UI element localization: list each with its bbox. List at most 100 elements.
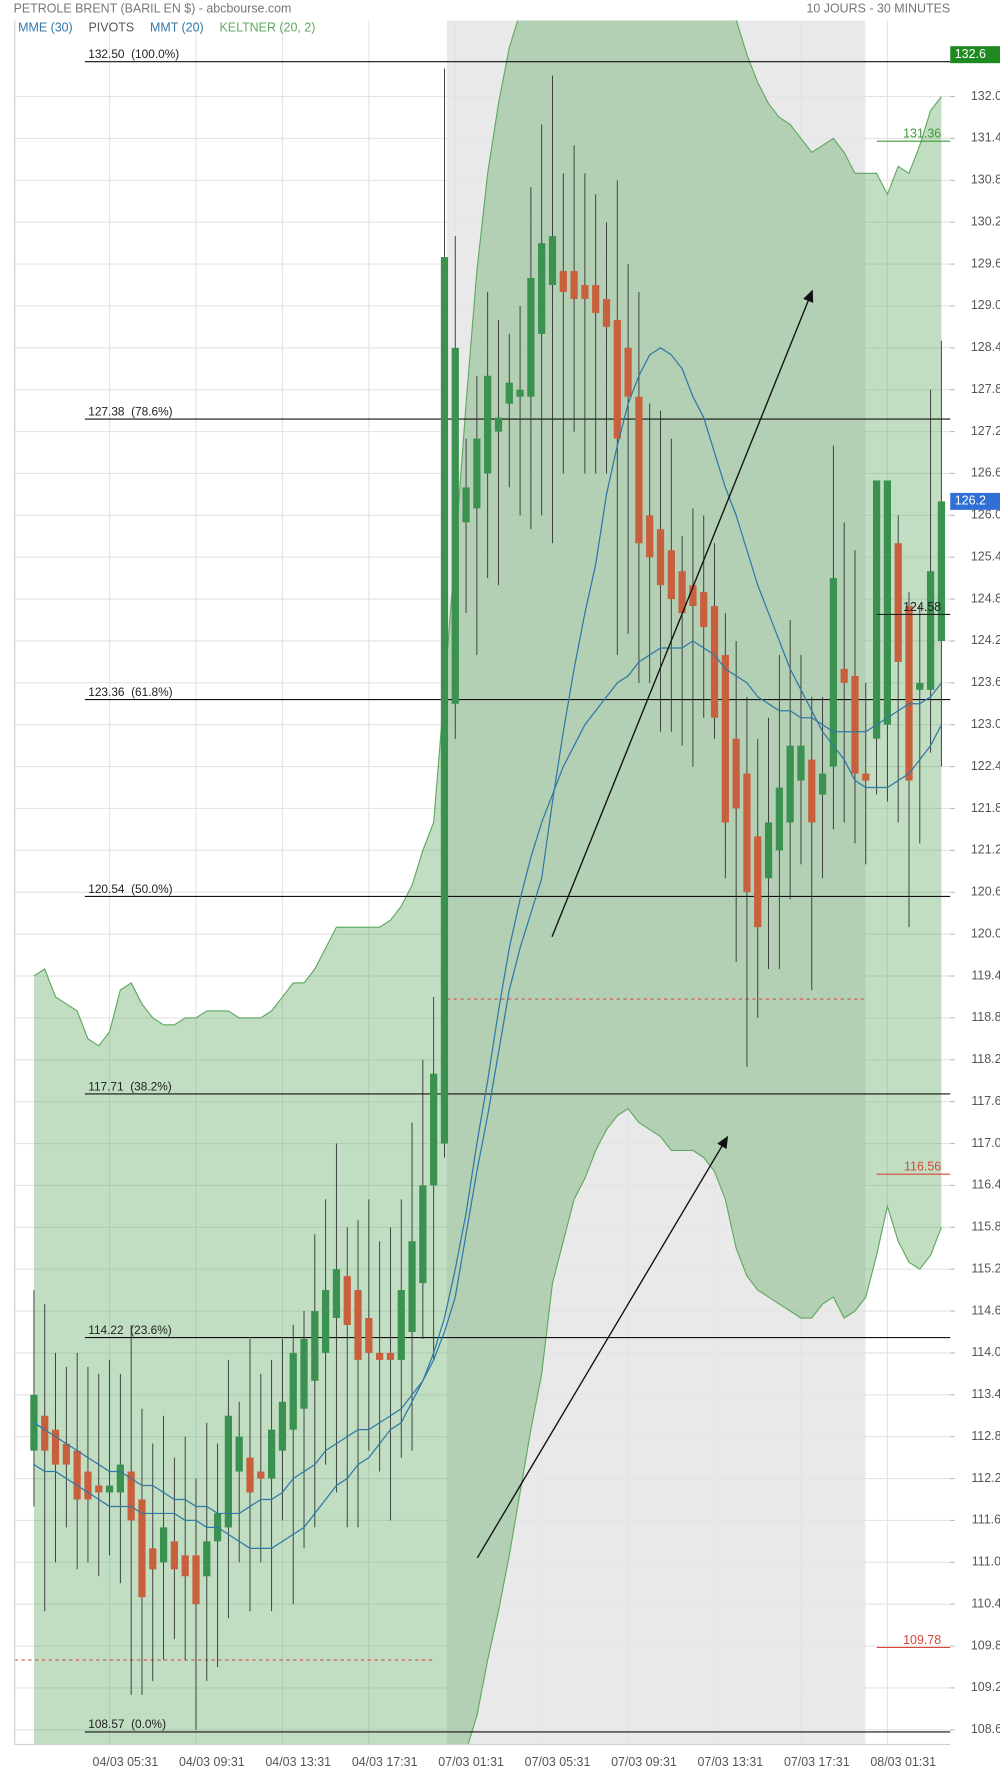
x-tick-label: 04/03 09:31	[179, 1755, 245, 1769]
moving-average-line	[33, 640, 942, 1515]
fibonacci-label: 108.57 (0.0%)	[88, 1717, 166, 1731]
y-tick-label: 127.2	[971, 424, 1000, 438]
arrow	[551, 289, 814, 938]
x-tick-label: 04/03 05:31	[93, 1755, 159, 1769]
candle-body-up	[473, 438, 481, 509]
y-tick-label: 122.4	[971, 759, 1000, 773]
candle-body-down	[602, 298, 611, 327]
y-tick-label: 129.0	[971, 298, 1000, 312]
fibonacci-label: 127.38 (78.6%)	[88, 404, 172, 418]
candle-body-down	[84, 1471, 92, 1500]
price-marker-label: 131.36	[903, 127, 941, 141]
price-marker-label: 116.56	[904, 1160, 941, 1174]
candle-body-down	[95, 1485, 103, 1493]
candle-body-down	[246, 1457, 254, 1493]
y-tick-label: 123.0	[971, 717, 1000, 731]
y-tick-label: 127.8	[971, 382, 1000, 396]
y-tick-label: 109.8	[971, 1638, 1000, 1652]
candle-body-up	[818, 773, 827, 795]
candle-body-down	[678, 571, 686, 614]
candle-body-down	[41, 1415, 49, 1451]
candle-body-down	[343, 1276, 351, 1325]
y-tick-label: 120.0	[971, 926, 1000, 940]
candle-body-up	[289, 1352, 297, 1430]
y-tick-label: 114.6	[971, 1303, 1000, 1317]
y-tick-label: 131.4	[971, 131, 1000, 145]
candle-body-down	[754, 836, 762, 928]
candle-body-up	[516, 389, 524, 397]
y-tick-label: 125.4	[971, 550, 1000, 564]
levels: 132.50 (100.0%) 127.38 (78.6%) 123.36 (61.…	[14, 47, 951, 1733]
candle-body-down	[905, 606, 913, 781]
candle-body-down	[808, 759, 816, 823]
y-tick-label: 113.4	[971, 1387, 1000, 1401]
y-tick-label: 121.8	[971, 801, 1000, 815]
candle-body-up	[916, 682, 924, 690]
candle-body-up	[430, 1073, 438, 1186]
candle-body-up	[332, 1269, 341, 1319]
candle-body-down	[721, 654, 729, 823]
candle-body-down	[62, 1443, 70, 1465]
candle-body-up	[937, 501, 946, 641]
candle-body-up	[159, 1527, 168, 1563]
candle-body-down	[840, 668, 848, 683]
candle-body-up	[397, 1290, 405, 1360]
keltner-lower	[467, 1107, 942, 1745]
y-tick-label: 124.2	[971, 633, 1000, 647]
chart-title: PETROLE BRENT (BARIL EN $) - abcbourse.c…	[14, 1, 292, 15]
candle-body-up	[300, 1338, 308, 1409]
candle-body-up	[527, 278, 535, 397]
candle-body-up	[419, 1185, 427, 1284]
candle-body-up	[505, 382, 513, 404]
annotations	[476, 289, 814, 1559]
y-tick-label: 115.8	[971, 1220, 1000, 1234]
x-tick-label: 07/03 09:31	[611, 1755, 677, 1769]
moving-average-line	[33, 347, 942, 1549]
y-tick-label: 118.8	[971, 1010, 1000, 1024]
x-tick-label: 07/03 05:31	[525, 1755, 591, 1769]
candle-body-up	[311, 1311, 319, 1381]
x-tick-label: 08/03 01:31	[870, 1755, 936, 1769]
candle-body-down	[376, 1352, 384, 1360]
y-tick-label: 112.8	[971, 1429, 1000, 1443]
candle-body-up	[278, 1401, 287, 1451]
y-tick-label: 116.4	[971, 1178, 1000, 1192]
candle-body-down	[73, 1450, 81, 1500]
candle-body-down	[149, 1548, 157, 1570]
y-tick-label: 126.0	[971, 508, 1000, 522]
legend-entry: PIVOTS	[89, 21, 135, 35]
candle-body-up	[408, 1241, 416, 1332]
y-tick-label: 111.0	[972, 1555, 1000, 1569]
candle-body-down	[170, 1541, 178, 1570]
candle-body-up	[224, 1415, 233, 1528]
candle-body-down	[581, 285, 589, 299]
fibonacci-label: 132.50 (100.0%)	[88, 47, 179, 61]
candle-body-down	[656, 529, 665, 586]
candle-body-down	[559, 271, 567, 292]
candle-body-up	[926, 571, 935, 690]
y-tick-label: 130.2	[971, 214, 1000, 228]
fibonacci-label: 117.71 (38.2%)	[88, 1079, 172, 1093]
y-tick-label: 121.2	[971, 843, 1000, 857]
legend-entry: KELTNER (20, 2)	[220, 21, 316, 35]
y-tick-label: 112.2	[971, 1471, 1000, 1485]
y-tick-label: 114.0	[971, 1345, 1000, 1359]
candle-body-up	[883, 480, 892, 725]
candle-body-down	[257, 1471, 265, 1479]
y-tick-label: 119.4	[971, 968, 1000, 982]
candle-body-up	[538, 243, 546, 334]
candle-body-up	[786, 745, 794, 823]
y-tick-label: 117.6	[971, 1094, 1000, 1108]
candle-body-up	[829, 578, 837, 767]
candle-body-down	[894, 543, 902, 662]
y-tick-label: 115.2	[971, 1261, 1000, 1275]
candle-body-down	[732, 738, 740, 809]
y-tick-label: 110.4	[971, 1596, 1000, 1610]
x-tick-label: 04/03 17:31	[352, 1755, 418, 1769]
candle-body-up	[105, 1485, 114, 1493]
candle-body-down	[192, 1555, 200, 1605]
keltner-upper	[33, 20, 942, 1047]
candle-body-up	[764, 822, 773, 879]
price-box-label: 132.6	[955, 47, 986, 61]
